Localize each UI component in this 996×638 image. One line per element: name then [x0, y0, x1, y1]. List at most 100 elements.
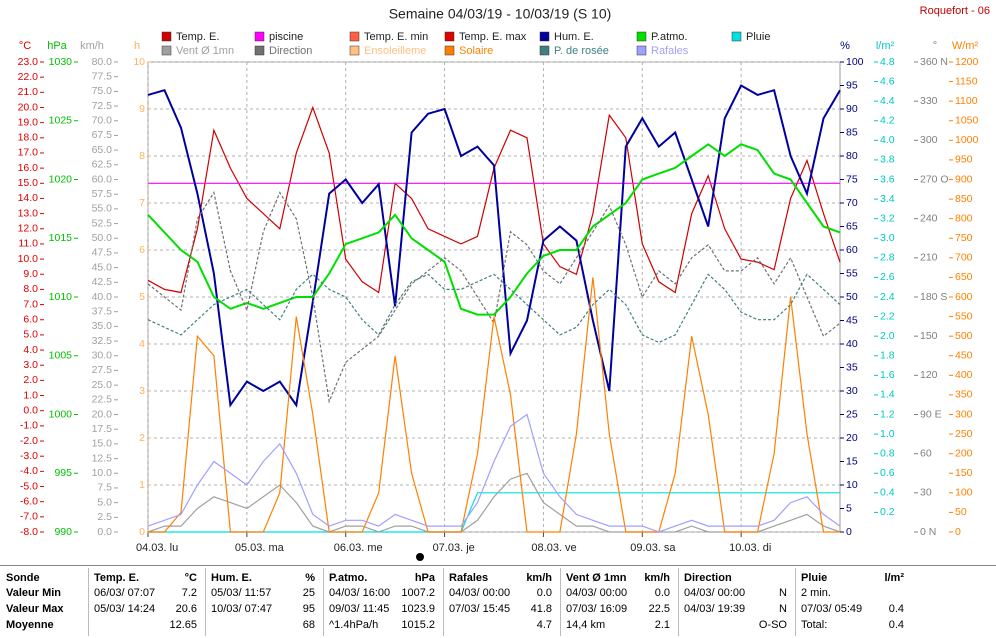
column-unit: hPa	[414, 572, 435, 584]
legend-swatch	[161, 31, 172, 42]
y-tick-label: 5.0	[23, 329, 38, 341]
legend-label: P.atmo.	[651, 31, 688, 43]
cell-value: 12.65	[169, 619, 197, 631]
axis-unit: km/h	[80, 40, 104, 52]
y-tick-label: 4.0	[23, 344, 38, 356]
series-line	[148, 277, 840, 533]
cell-time: 04/03/ 16:00	[329, 587, 391, 599]
cell-time: 04/03/ 00:00	[449, 587, 511, 599]
x-tick-label: 10.03. di	[729, 542, 771, 554]
y-tick-label: 60.0	[92, 173, 113, 185]
cell-value: 7.2	[181, 587, 197, 599]
legend-swatch	[539, 31, 550, 42]
row-label: Valeur Min	[6, 587, 62, 599]
y-tick-label: 52.5	[92, 217, 113, 229]
y-tick-label: 300	[955, 408, 973, 420]
y-tick-label: 2	[139, 432, 145, 444]
y-tick-label: 5.0	[97, 496, 112, 508]
y-tick-label: 7.0	[23, 298, 38, 310]
cell-time: 06/03/ 07:07	[94, 587, 156, 599]
cell-time: 10/03/ 07:47	[211, 603, 273, 615]
y-tick-label: 1000	[955, 134, 979, 146]
legend-swatch	[731, 31, 742, 42]
y-tick-label: 200	[955, 447, 973, 459]
y-tick-label: 3.4	[880, 193, 895, 205]
y-tick-label: 3.6	[880, 173, 895, 185]
y-tick-label: 900	[955, 173, 973, 185]
cell-value: 0.0	[654, 587, 670, 599]
y-tick-label: 1050	[955, 115, 979, 127]
column-unit: °C	[184, 572, 197, 584]
cell-value: 25	[302, 587, 315, 599]
station-name: Roquefort - 06	[920, 5, 990, 17]
y-tick-label: 13.0	[18, 207, 39, 219]
cell-time: 09/03/ 11:45	[329, 603, 390, 615]
y-tick-label: 60	[920, 447, 932, 459]
y-tick-label: 180 S	[920, 291, 947, 303]
y-tick-label: 50	[846, 291, 858, 303]
column-separator	[560, 568, 561, 636]
y-tick-label: 15.0	[18, 177, 39, 189]
y-tick-label: 20	[846, 432, 858, 444]
y-tick-label: 15	[846, 455, 858, 467]
legend-label: Vent Ø 1mn	[176, 45, 234, 57]
y-tick-label: 21.0	[18, 86, 39, 98]
y-tick-label: 95	[846, 79, 858, 91]
y-tick-label: 1150	[955, 75, 978, 87]
cell-time: 07/03/ 05:49	[801, 603, 863, 615]
y-tick-label: -7.0	[20, 511, 38, 523]
axis-unit: °	[933, 40, 937, 52]
cell-value: N	[779, 603, 787, 615]
cell-value: 0.0	[536, 587, 552, 599]
row-label: Valeur Max	[6, 603, 64, 615]
y-tick-label: 70	[846, 197, 858, 209]
y-tick-label: 15.0	[92, 438, 113, 450]
y-tick-label: 10	[133, 56, 145, 68]
y-tick-label: 2.2	[880, 310, 895, 322]
y-tick-label: 1000	[49, 408, 73, 420]
y-tick-label: 12.5	[92, 452, 113, 464]
y-tick-label: -5.0	[20, 480, 38, 492]
y-tick-label: 35	[846, 361, 858, 373]
y-tick-label: 7.5	[97, 482, 112, 494]
y-tick-label: 14.0	[18, 192, 39, 204]
y-tick-label: 700	[955, 252, 973, 264]
column-unit: %	[305, 572, 315, 584]
column-separator	[678, 568, 679, 636]
cell-value: 1023.9	[401, 603, 435, 615]
cell-value: 1015.2	[401, 619, 435, 631]
y-tick-label: 9.0	[23, 268, 38, 280]
y-tick-label: 1.8	[880, 350, 895, 362]
y-tick-label: 450	[955, 350, 973, 362]
y-tick-label: 65.0	[92, 144, 113, 156]
cell-value: 0.4	[888, 619, 904, 631]
row-header: Sonde	[6, 572, 40, 584]
y-tick-label: 5	[846, 502, 852, 514]
y-tick-label: 360 N	[920, 56, 948, 68]
legend-swatch	[161, 45, 172, 56]
y-tick-label: 4	[139, 338, 145, 350]
column-separator	[443, 568, 444, 636]
summary-table: Sonde Valeur Min Valeur Max Moyenne Temp. E.…	[0, 565, 996, 638]
y-tick-label: 25	[846, 408, 858, 420]
y-tick-label: 55.0	[92, 203, 113, 215]
cell-value: 0.4	[888, 603, 904, 615]
y-tick-label: 300	[920, 134, 938, 146]
y-tick-label: 150	[920, 330, 938, 342]
column-header: Direction	[684, 572, 732, 584]
y-tick-label: 19.0	[18, 116, 39, 128]
y-tick-label: 18.0	[18, 132, 39, 144]
legend-label: Hum. E.	[554, 31, 594, 43]
moon-icon	[416, 553, 424, 561]
y-tick-label: 3.0	[880, 232, 895, 244]
x-tick-label: 06.03. me	[334, 542, 383, 554]
y-tick-label: 0.8	[880, 447, 895, 459]
y-tick-label: 22.0	[18, 71, 39, 83]
legend-label: Direction	[269, 45, 312, 57]
y-tick-label: 30	[846, 385, 858, 397]
y-tick-label: 0.6	[880, 467, 895, 479]
y-tick-label: 150	[955, 467, 973, 479]
y-tick-label: -8.0	[20, 526, 38, 538]
y-tick-label: 40.0	[92, 291, 113, 303]
y-tick-label: 25.0	[92, 379, 113, 391]
